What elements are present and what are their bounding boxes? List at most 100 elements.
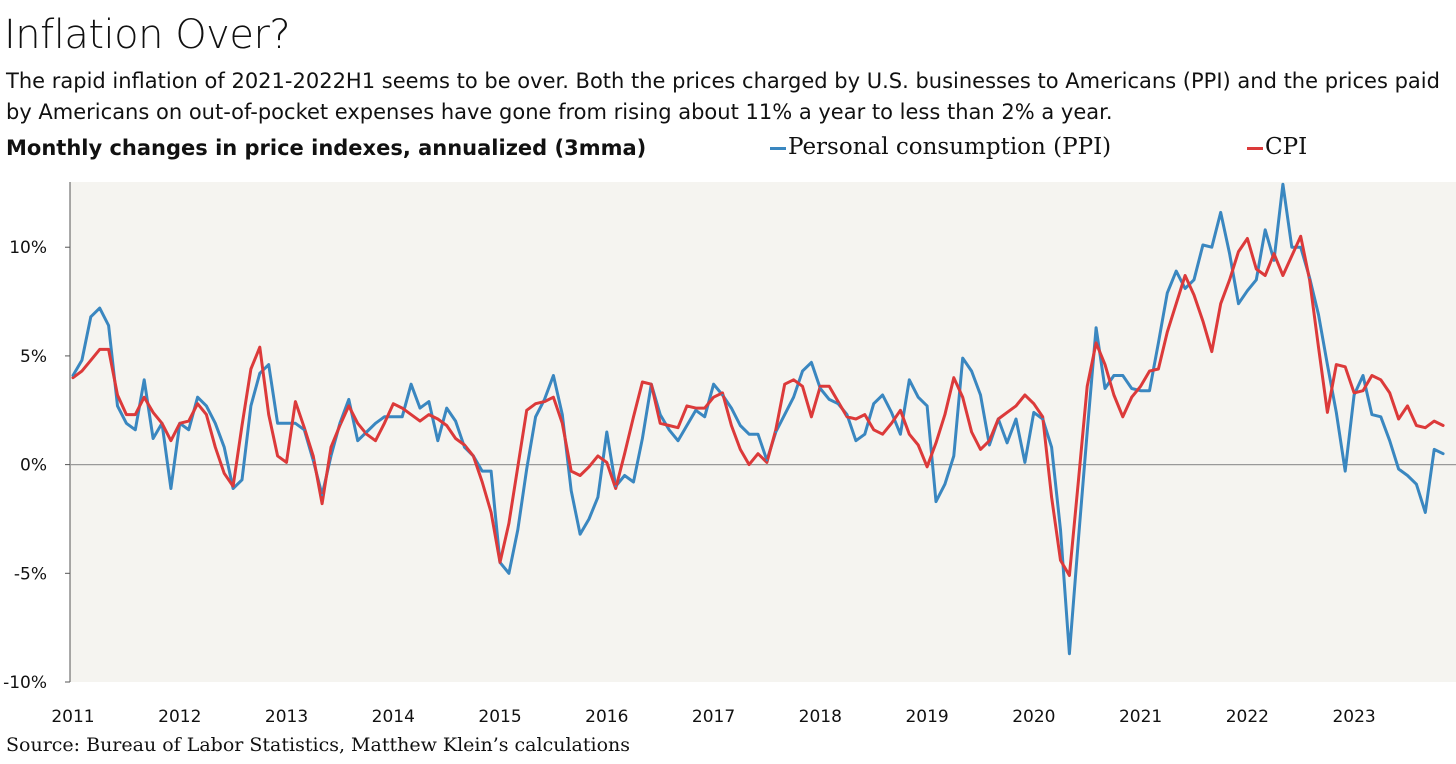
data-point-cpi xyxy=(374,439,377,442)
data-point-ppi xyxy=(107,324,110,327)
data-point-cpi xyxy=(1094,341,1098,345)
data-point-cpi xyxy=(854,417,858,421)
data-point-ppi xyxy=(721,393,724,397)
x-tick-label: 2012 xyxy=(158,707,201,727)
data-point-ppi xyxy=(730,406,733,410)
data-point-cpi xyxy=(810,415,813,418)
data-point-cpi xyxy=(1379,378,1383,381)
data-point-cpi xyxy=(641,380,644,384)
data-point-cpi xyxy=(1255,267,1258,271)
data-point-cpi xyxy=(1415,424,1418,427)
data-point-ppi xyxy=(436,439,439,442)
data-point-ppi xyxy=(570,489,573,492)
data-point-cpi xyxy=(659,422,662,425)
data-point-cpi xyxy=(454,437,457,440)
data-point-ppi xyxy=(312,459,315,462)
data-point-cpi xyxy=(80,369,84,373)
x-tick-label: 2020 xyxy=(1012,707,1055,727)
chart-subtitle: The rapid inflation of 2021-2022H1 seems… xyxy=(6,69,1440,124)
data-point-ppi xyxy=(899,433,902,436)
data-point-ppi xyxy=(169,487,173,490)
data-point-ppi xyxy=(409,383,413,386)
data-point-cpi xyxy=(694,406,697,410)
data-point-cpi xyxy=(650,383,653,386)
data-point-cpi xyxy=(1210,350,1214,353)
data-point-cpi xyxy=(214,446,217,449)
data-point-cpi xyxy=(730,424,733,427)
data-point-cpi xyxy=(1228,278,1231,281)
data-point-ppi xyxy=(463,446,466,449)
data-point-ppi xyxy=(552,374,555,377)
data-point-cpi xyxy=(1308,278,1311,281)
data-point-cpi xyxy=(294,400,297,403)
data-point-ppi xyxy=(1166,291,1169,295)
data-point-cpi xyxy=(552,396,555,399)
data-point-cpi xyxy=(481,480,484,484)
data-point-cpi xyxy=(1441,424,1445,427)
data-point-cpi xyxy=(1272,252,1276,255)
data-point-ppi xyxy=(934,500,938,503)
data-point-ppi xyxy=(454,419,457,423)
data-point-ppi xyxy=(1255,278,1258,281)
y-tick-label: -10% xyxy=(3,673,47,693)
data-point-ppi xyxy=(694,409,697,412)
data-point-cpi xyxy=(596,454,600,458)
data-point-ppi xyxy=(1361,374,1365,377)
data-point-cpi xyxy=(676,426,680,429)
legend-label-cpi: CPI xyxy=(1265,134,1308,160)
data-point-ppi xyxy=(845,413,849,416)
data-point-cpi xyxy=(1077,480,1080,484)
data-point-cpi xyxy=(401,406,404,410)
data-point-cpi xyxy=(445,424,448,427)
data-point-cpi xyxy=(1192,293,1196,297)
data-point-ppi xyxy=(143,378,146,381)
data-point-ppi xyxy=(801,369,804,373)
data-point-cpi xyxy=(409,413,413,416)
x-tick-label: 2016 xyxy=(585,707,628,727)
data-point-cpi xyxy=(151,411,155,414)
data-point-ppi xyxy=(943,483,947,486)
data-point-ppi xyxy=(1023,461,1027,464)
data-point-cpi xyxy=(498,561,502,564)
data-point-cpi xyxy=(516,465,519,468)
data-point-ppi xyxy=(98,306,101,310)
data-point-ppi xyxy=(712,383,715,386)
data-point-cpi xyxy=(819,385,822,388)
data-point-cpi xyxy=(71,376,75,379)
data-point-ppi xyxy=(427,400,431,403)
data-point-cpi xyxy=(1014,404,1018,408)
data-point-ppi xyxy=(1237,302,1240,305)
data-point-ppi xyxy=(196,396,199,399)
data-point-cpi xyxy=(1281,274,1285,277)
data-point-ppi xyxy=(703,415,706,418)
data-point-ppi xyxy=(1094,326,1098,329)
data-point-cpi xyxy=(1352,391,1356,395)
data-point-ppi xyxy=(356,439,359,442)
data-point-cpi xyxy=(249,367,253,371)
data-point-ppi xyxy=(80,359,84,362)
data-point-ppi xyxy=(116,404,119,408)
data-point-cpi xyxy=(836,400,840,403)
data-point-ppi xyxy=(917,396,920,399)
data-point-cpi xyxy=(418,419,422,423)
data-point-ppi xyxy=(854,439,858,442)
data-point-cpi xyxy=(320,502,324,505)
data-point-ppi xyxy=(925,404,929,408)
data-point-cpi xyxy=(1370,374,1374,377)
x-tick-label: 2017 xyxy=(692,707,735,727)
data-point-ppi xyxy=(596,496,600,499)
data-point-cpi xyxy=(507,522,511,525)
data-point-cpi xyxy=(525,409,528,412)
x-tick-label: 2013 xyxy=(265,707,308,727)
data-point-ppi xyxy=(1219,211,1222,214)
data-point-ppi xyxy=(543,398,546,401)
data-point-cpi xyxy=(1050,496,1053,499)
data-point-ppi xyxy=(1139,389,1142,392)
data-point-cpi xyxy=(1219,302,1222,305)
data-point-ppi xyxy=(1148,389,1151,392)
data-point-ppi xyxy=(756,433,760,436)
data-point-cpi xyxy=(1023,393,1027,397)
data-point-cpi xyxy=(160,422,164,425)
data-point-cpi xyxy=(1086,385,1089,388)
data-point-ppi xyxy=(285,422,288,425)
